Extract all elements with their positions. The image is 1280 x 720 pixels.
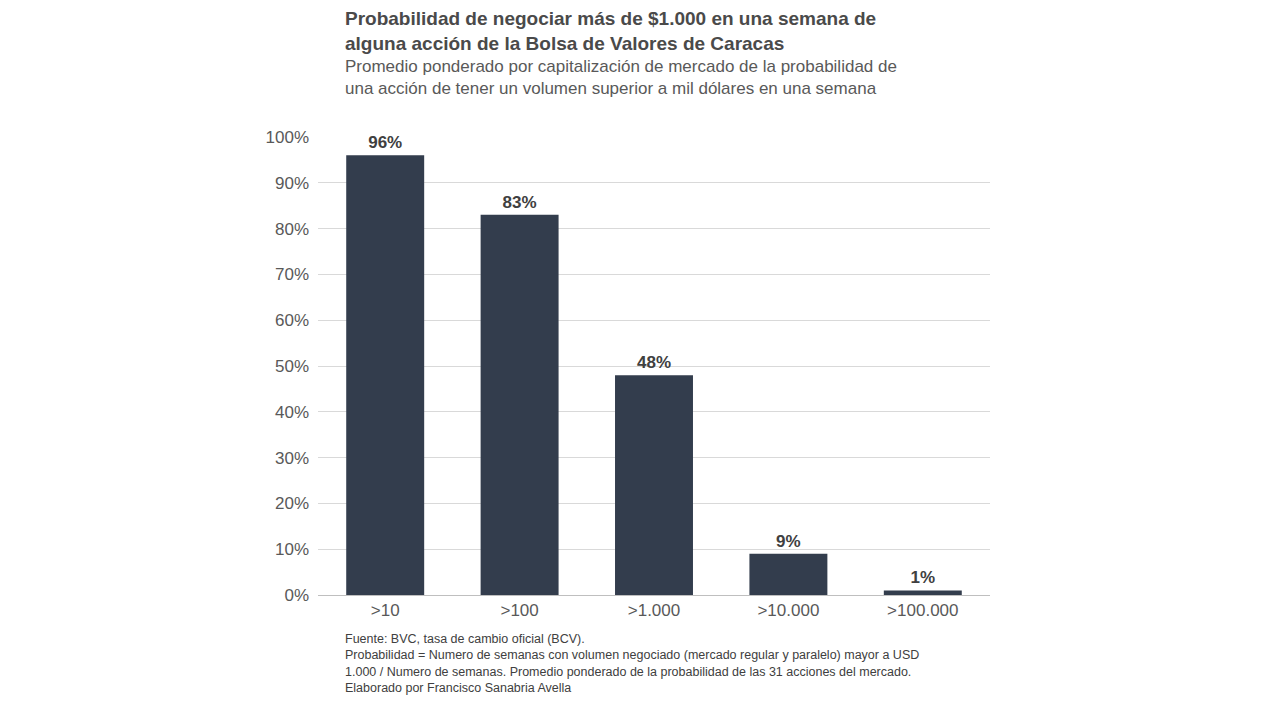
- svg-text:>100.000: >100.000: [887, 601, 958, 620]
- svg-text:0%: 0%: [284, 586, 309, 605]
- svg-text:20%: 20%: [275, 494, 309, 513]
- svg-text:60%: 60%: [275, 311, 309, 330]
- svg-text:48%: 48%: [637, 353, 671, 372]
- svg-text:Promedio ponderado por capital: Promedio ponderado por capitalización de…: [345, 57, 897, 98]
- svg-text:Probabilidad de negociar más d: Probabilidad de negociar más de $1.000 e…: [345, 8, 876, 54]
- svg-text:40%: 40%: [275, 403, 309, 422]
- svg-text:Fuente: BVC, tasa de cambio of: Fuente: BVC, tasa de cambio oficial (BCV…: [345, 632, 919, 695]
- svg-text:80%: 80%: [275, 220, 309, 239]
- svg-text:30%: 30%: [275, 449, 309, 468]
- svg-text:>100: >100: [500, 601, 538, 620]
- svg-text:83%: 83%: [503, 193, 537, 212]
- svg-text:>1.000: >1.000: [628, 601, 680, 620]
- svg-text:10%: 10%: [275, 540, 309, 559]
- svg-text:>10.000: >10.000: [757, 601, 819, 620]
- svg-text:1%: 1%: [911, 568, 936, 587]
- svg-text:9%: 9%: [776, 532, 801, 551]
- svg-text:100%: 100%: [266, 128, 309, 147]
- svg-text:50%: 50%: [275, 357, 309, 376]
- svg-text:>10: >10: [371, 601, 400, 620]
- svg-text:90%: 90%: [275, 174, 309, 193]
- svg-text:96%: 96%: [368, 133, 402, 152]
- svg-text:70%: 70%: [275, 265, 309, 284]
